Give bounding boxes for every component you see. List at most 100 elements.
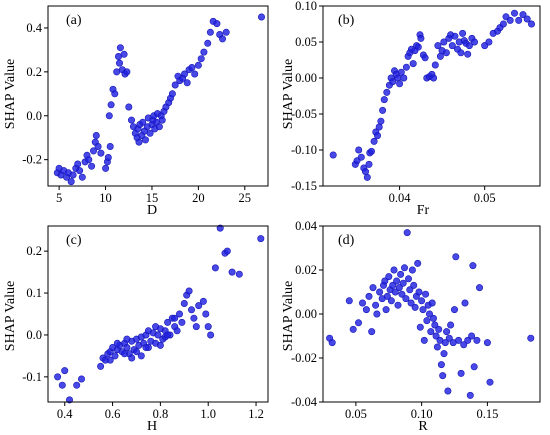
data-point (76, 167, 84, 175)
panel-b-ticks: 0.04 0.05 -0.15 -0.10 -0.05 0.00 0.05 0.10 (291, 0, 496, 205)
y-tick-label: -0.05 (291, 107, 317, 121)
data-point (389, 78, 397, 86)
x-tick-label: 0.05 (345, 407, 367, 421)
data-point (466, 391, 474, 399)
data-point (454, 336, 462, 344)
data-point (155, 123, 163, 131)
data-point (468, 332, 476, 340)
data-point (450, 306, 458, 314)
panel-d-label: (d) (338, 233, 355, 248)
data-point (361, 168, 369, 176)
data-point (406, 286, 414, 294)
y-tick-label: 0.2 (26, 244, 42, 258)
data-point (329, 151, 337, 159)
data-point (383, 292, 391, 300)
data-point (188, 306, 196, 314)
data-point (470, 363, 478, 371)
data-point (257, 13, 265, 21)
panel-b-ylabel: SHAP Value (281, 59, 296, 129)
data-point (451, 32, 459, 40)
data-point (396, 80, 404, 88)
panel-d: (d) 0.05 0.10 0.15 -0.04 -0.02 0.00 0.02 0.04 R… (281, 219, 541, 434)
data-point (188, 64, 196, 72)
data-point (499, 20, 507, 28)
data-point (123, 343, 131, 351)
data-point (469, 262, 477, 270)
data-point (365, 292, 373, 300)
data-point (448, 42, 456, 50)
data-point (185, 287, 193, 295)
panel-d-points (326, 229, 535, 399)
data-point (417, 34, 425, 42)
data-point (407, 299, 415, 307)
data-point (397, 68, 405, 76)
data-point (397, 270, 405, 278)
data-point (257, 235, 265, 243)
y-tick-label: 0.00 (295, 71, 317, 85)
data-point (395, 284, 403, 292)
panel-b-label: (b) (338, 13, 355, 28)
x-tick-label: 20 (192, 191, 205, 205)
data-point (235, 270, 243, 278)
data-point (415, 288, 423, 296)
data-point (527, 334, 535, 342)
data-point (107, 101, 115, 109)
data-point (470, 38, 478, 46)
x-tick-label: 0.4 (57, 407, 73, 421)
y-tick-label: 0.05 (295, 35, 317, 49)
data-point (183, 79, 191, 87)
panel-c-xlabel: H (147, 419, 157, 434)
data-point (409, 60, 417, 68)
data-point (139, 118, 147, 126)
data-point (113, 339, 121, 347)
data-point (421, 54, 429, 62)
panel-b-xlabel: Fr (417, 203, 430, 218)
data-point (373, 310, 381, 318)
data-point (431, 61, 439, 69)
data-point (200, 48, 208, 56)
data-point (367, 147, 375, 155)
data-point (440, 38, 448, 46)
data-point (156, 341, 164, 349)
data-point (178, 318, 186, 326)
data-point (111, 352, 119, 360)
panel-d-xlabel: R (418, 419, 428, 434)
data-point (204, 323, 212, 331)
data-point (423, 317, 431, 325)
data-point (427, 328, 435, 336)
x-tick-label: 0.04 (389, 191, 412, 205)
panel-a-label: (a) (66, 13, 82, 28)
data-point (460, 341, 468, 349)
y-tick-label: 0.2 (26, 65, 42, 79)
data-point (527, 20, 535, 28)
data-point (457, 369, 465, 377)
x-tick-label: 0.05 (474, 191, 496, 205)
data-point (408, 266, 416, 274)
data-point (358, 299, 366, 307)
data-point (380, 96, 388, 104)
data-point (349, 325, 357, 333)
data-point (429, 314, 437, 322)
data-point (403, 229, 411, 237)
data-point (457, 49, 465, 57)
data-point (168, 90, 176, 98)
data-point (419, 306, 427, 314)
data-point (519, 11, 527, 19)
data-point (433, 343, 441, 351)
data-point (128, 354, 136, 362)
panel-a-xlabel: D (147, 203, 157, 218)
data-point (102, 164, 110, 172)
data-point (483, 339, 491, 347)
data-point (414, 43, 422, 51)
data-point (123, 68, 131, 76)
data-point (399, 279, 407, 287)
data-point (73, 381, 81, 389)
data-point (106, 143, 114, 151)
data-point (171, 81, 179, 89)
data-point (216, 224, 224, 232)
x-tick-label: 0.10 (411, 407, 433, 421)
data-point (372, 301, 380, 309)
y-tick-label: 0.02 (295, 263, 317, 277)
data-point (370, 137, 378, 145)
data-point (78, 173, 86, 181)
